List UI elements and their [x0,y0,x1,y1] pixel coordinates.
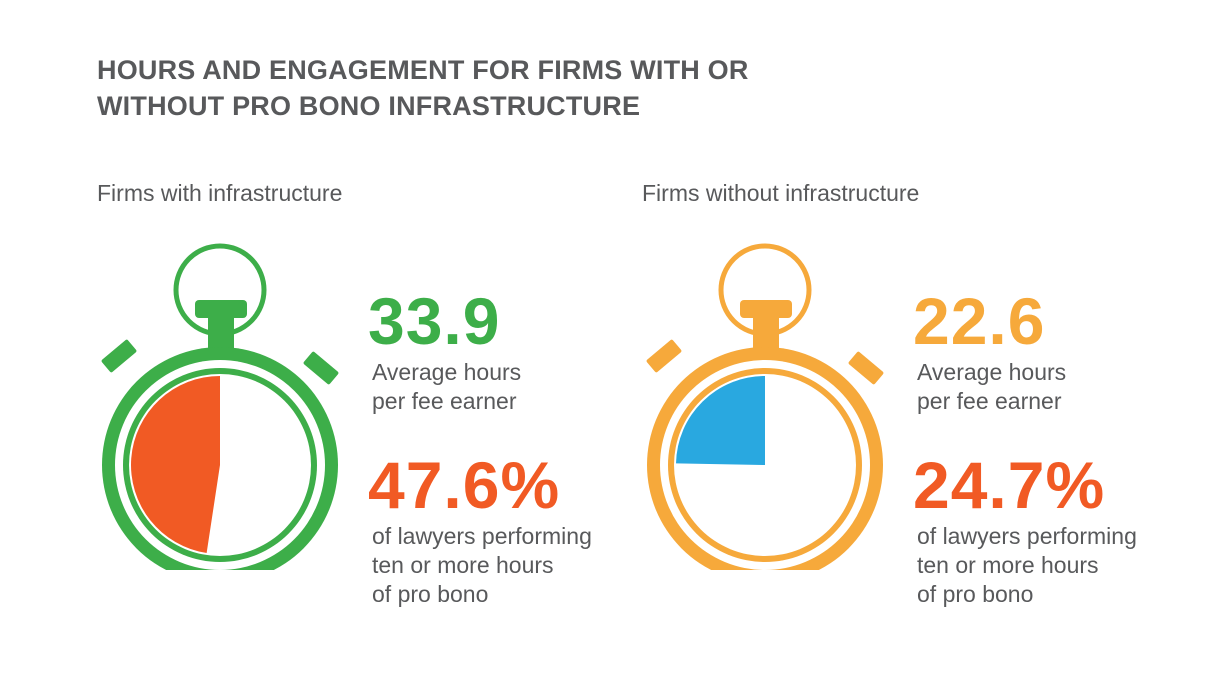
stopwatch-stem [208,314,234,348]
stopwatch-stem [753,314,779,348]
stopwatch-side-button-left [646,339,682,373]
percent-with-infrastructure: 47.6% [368,448,561,522]
panel-label-with-infrastructure: Firms with infrastructure [97,180,343,206]
percent-label-without-infrastructure: of lawyers performing ten or more hours … [917,523,1137,607]
pie-slice-without-infrastructure [676,376,765,465]
stopwatch-without-infrastructure [646,243,884,570]
chart-title: HOURS AND ENGAGEMENT FOR FIRMS WITH OR W… [97,52,857,124]
stopwatch-button-top [740,300,792,318]
percent-without-infrastructure: 24.7% [913,448,1106,522]
stopwatch-side-button-right [303,351,339,385]
title-line-1: HOURS AND ENGAGEMENT FOR FIRMS WITH OR [97,55,749,85]
avg-hours-label-with-infrastructure: Average hours per fee earner [372,359,522,414]
title-line-2: WITHOUT PRO BONO INFRASTRUCTURE [97,91,641,121]
percent-label-with-infrastructure: of lawyers performing ten or more hours … [372,523,592,607]
avg-hours-with-infrastructure: 33.9 [368,284,501,358]
pie-slice-with-infrastructure [131,376,220,553]
stopwatch-side-button-right [848,351,884,385]
stopwatch-side-button-left [101,339,137,373]
stopwatch-with-infrastructure [101,243,339,570]
panel-label-without-infrastructure: Firms without infrastructure [642,180,920,206]
avg-hours-label-without-infrastructure: Average hours per fee earner [917,359,1067,414]
avg-hours-without-infrastructure: 22.6 [913,284,1046,358]
stopwatch-button-top [195,300,247,318]
